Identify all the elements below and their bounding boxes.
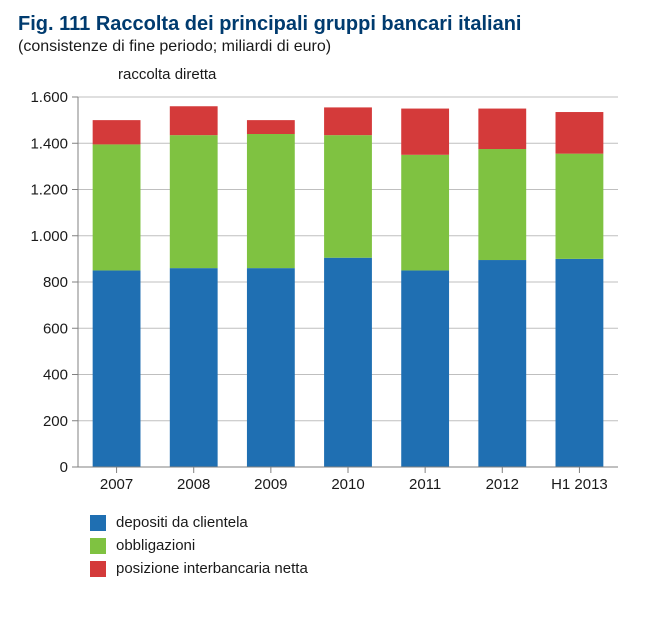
bar-segment-obbligazioni [478, 149, 526, 260]
y-tick-label: 1.400 [30, 135, 68, 152]
legend-label-obbligazioni: obbligazioni [116, 537, 195, 554]
y-tick-label: 200 [43, 413, 68, 430]
bar-segment-obbligazioni [93, 144, 141, 270]
bar-segment-depositi [324, 258, 372, 467]
bar-segment-obbligazioni [324, 135, 372, 258]
y-tick-label: 1.200 [30, 182, 68, 199]
bar-segment-interbancaria [556, 112, 604, 154]
legend-label-interbancaria: posizione interbancaria netta [116, 560, 308, 577]
chart-subtitle: raccolta diretta [18, 66, 639, 83]
x-tick-label: H1 2013 [551, 476, 608, 493]
legend-swatch-interbancaria [90, 561, 106, 577]
x-tick-label: 2008 [177, 476, 210, 493]
bar-segment-depositi [170, 268, 218, 467]
bar-segment-depositi [556, 259, 604, 467]
x-tick-label: 2011 [409, 476, 441, 493]
legend: depositi da clientela obbligazioni posiz… [18, 514, 639, 577]
legend-swatch-depositi [90, 515, 106, 531]
figure-title: Fig. 111 Raccolta dei principali gruppi … [18, 12, 639, 36]
bar-segment-interbancaria [170, 106, 218, 135]
y-tick-label: 800 [43, 274, 68, 291]
y-tick-label: 400 [43, 367, 68, 384]
bar-segment-obbligazioni [556, 154, 604, 259]
chart-area: raccolta diretta 0 200 400 600 800 1.000 1.200… [18, 66, 639, 500]
legend-item-interbancaria: posizione interbancaria netta [90, 560, 639, 577]
bar-segment-interbancaria [401, 109, 449, 155]
bar-segment-obbligazioni [247, 134, 295, 268]
figure-subtitle: (consistenze di fine periodo; miliardi d… [18, 38, 639, 56]
bar-segment-depositi [247, 268, 295, 467]
stacked-bar-chart: 0 200 400 600 800 1.000 1.200 1.400 1.600 2007 200… [18, 87, 628, 495]
x-tick-label: 2007 [100, 476, 133, 493]
y-tick-label: 600 [43, 320, 68, 337]
figure-container: Fig. 111 Raccolta dei principali gruppi … [0, 0, 657, 617]
legend-item-depositi: depositi da clientela [90, 514, 639, 531]
legend-item-obbligazioni: obbligazioni [90, 537, 639, 554]
bar-segment-obbligazioni [170, 135, 218, 268]
bar-segment-interbancaria [93, 120, 141, 144]
legend-swatch-obbligazioni [90, 538, 106, 554]
bar-segment-depositi [93, 270, 141, 467]
x-tick-label: 2012 [486, 476, 519, 493]
x-tick-label: 2009 [254, 476, 287, 493]
bar-segment-interbancaria [478, 109, 526, 149]
y-tick-label: 1.600 [30, 89, 68, 106]
y-tick-label: 0 [60, 459, 68, 476]
bar-segment-obbligazioni [401, 155, 449, 271]
bar-segment-interbancaria [247, 120, 295, 134]
bar-segment-depositi [401, 270, 449, 467]
x-tick-label: 2010 [331, 476, 364, 493]
legend-label-depositi: depositi da clientela [116, 514, 248, 531]
bar-segment-interbancaria [324, 107, 372, 135]
y-tick-label: 1.000 [30, 228, 68, 245]
bar-segment-depositi [478, 260, 526, 467]
